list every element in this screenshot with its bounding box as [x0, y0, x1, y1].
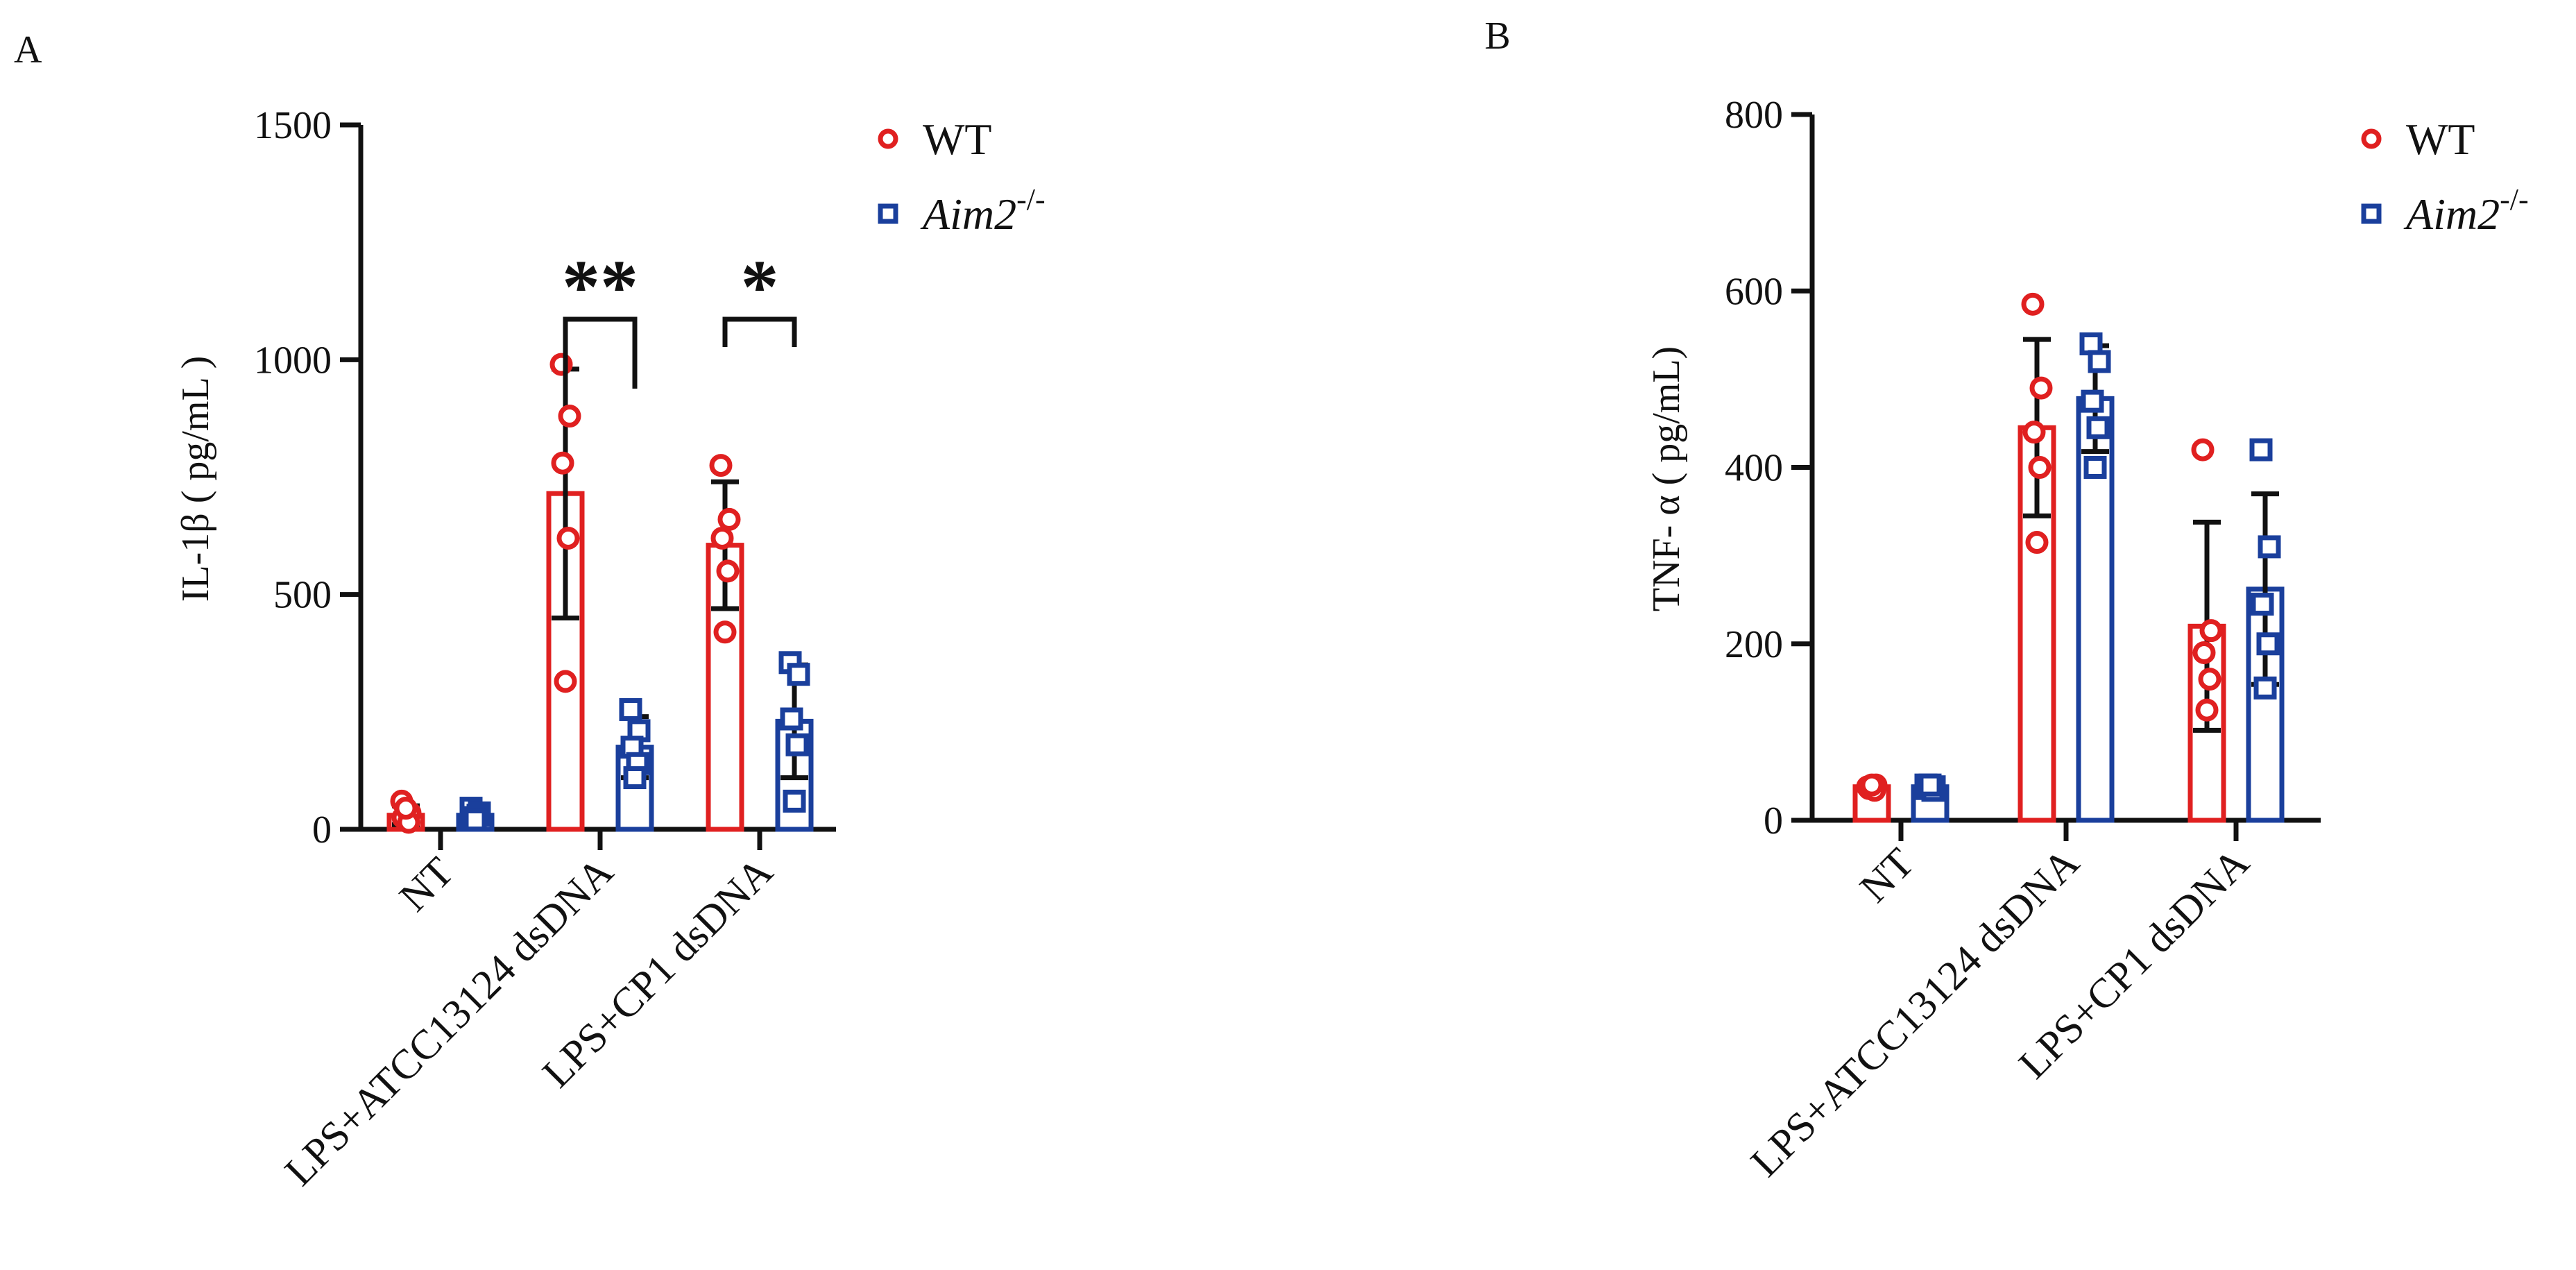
x-category-label: NT — [1851, 840, 1922, 911]
legend-label: Aim2-/- — [920, 183, 1046, 239]
data-point — [2249, 438, 2273, 462]
legend-label-superscript: -/- — [1016, 183, 1046, 217]
y-tick-label: 1000 — [254, 339, 332, 382]
data-point — [2256, 632, 2280, 656]
y-tick-label: 500 — [273, 574, 332, 617]
data-point — [1918, 773, 1942, 797]
data-point — [2081, 389, 2104, 413]
y-tick-label: 600 — [1725, 270, 1783, 313]
data-point — [2021, 292, 2045, 316]
data-point — [716, 559, 740, 583]
data-point — [2192, 641, 2216, 664]
data-point — [710, 526, 734, 550]
data-point — [2083, 456, 2107, 479]
data-point — [623, 766, 647, 790]
data-point — [2199, 619, 2223, 643]
legend-marker — [878, 128, 898, 149]
legend-label: Aim2-/- — [2403, 183, 2529, 239]
data-point — [2191, 438, 2215, 462]
data-point — [780, 707, 803, 731]
data-point — [2088, 350, 2111, 373]
significance-stars: ** — [562, 244, 638, 329]
data-point — [556, 526, 580, 550]
y-axis-label: TNF- α ( pg/mL) — [1645, 346, 1688, 611]
y-axis-label: IL-1β ( pg/mL ) — [174, 356, 217, 602]
data-point — [2028, 456, 2052, 479]
data-point — [2253, 676, 2277, 700]
legend-marker — [2361, 128, 2382, 149]
x-category-label: LPS+ATCC13124 dsDNA — [1742, 840, 2088, 1185]
data-point — [709, 454, 733, 477]
panel-letter: B — [1485, 15, 1510, 58]
data-point — [2086, 416, 2110, 439]
data-point — [785, 733, 809, 756]
legend-label: WT — [923, 115, 992, 164]
data-point — [394, 797, 418, 820]
significance-stars: * — [741, 244, 779, 329]
data-point — [1860, 773, 1884, 797]
legend-label: WT — [2406, 115, 2475, 164]
y-tick-label: 200 — [1725, 623, 1783, 666]
y-tick-label: 400 — [1725, 447, 1783, 490]
data-point — [558, 405, 581, 428]
panel-letter: A — [14, 28, 42, 71]
significance-bracket — [563, 316, 638, 389]
x-category-label: NT — [391, 849, 462, 920]
y-tick-label: 1500 — [254, 104, 332, 147]
data-point — [463, 808, 487, 831]
legend-marker — [878, 203, 898, 224]
data-point — [2251, 593, 2274, 616]
data-point — [2025, 531, 2049, 554]
data-point — [551, 451, 574, 475]
data-point — [717, 507, 741, 531]
data-point — [619, 697, 642, 721]
legend-label-superscript: -/- — [2500, 183, 2529, 217]
legend-label-gene: Aim2 — [2403, 189, 2500, 239]
y-tick-label: 0 — [312, 808, 332, 852]
data-point — [2258, 535, 2281, 559]
data-point — [787, 663, 810, 686]
data-point — [2198, 668, 2221, 691]
data-point — [783, 789, 806, 813]
panel-a: A 0 500 1000 1500 IL-1β ( pg/mL ) NTLPS+ATCC13… — [14, 28, 1046, 1194]
legend-marker — [2361, 203, 2382, 224]
significance-bracket — [722, 316, 797, 347]
data-point — [554, 670, 577, 693]
legend-label-gene: Aim2 — [920, 189, 1016, 239]
y-tick-label: 800 — [1725, 94, 1783, 137]
y-tick-label: 0 — [1764, 799, 1783, 843]
data-point — [713, 620, 737, 644]
data-point — [2029, 376, 2053, 400]
x-category-label: LPS+ATCC13124 dsDNA — [276, 849, 622, 1194]
data-point — [2022, 421, 2046, 444]
data-point — [2195, 698, 2219, 722]
panel-b: B 0 200 400 600 800 TNF- α ( pg/mL) NTLPS+ATCC1… — [1485, 15, 2529, 1185]
